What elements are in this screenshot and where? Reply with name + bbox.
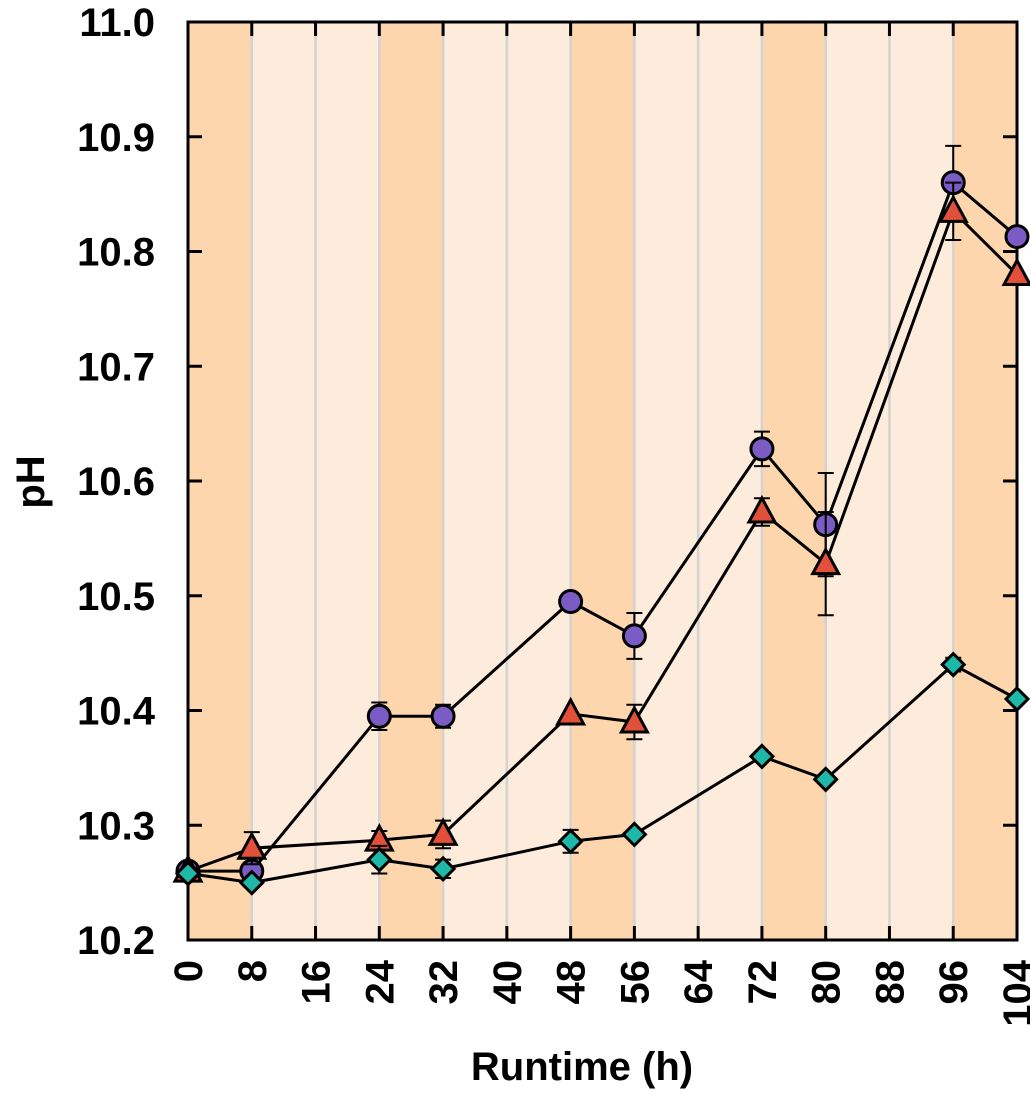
x-axis-title: Runtime (h)	[471, 1045, 693, 1089]
diamond-series-point	[1003, 685, 1030, 713]
circle-series-point	[1004, 224, 1030, 250]
triangle-series-point	[236, 831, 268, 860]
diamond-series-point	[621, 821, 648, 848]
x-tick-label: 88	[868, 960, 912, 1005]
triangle-series-point	[746, 494, 778, 524]
y-tick-label: 10.8	[77, 231, 155, 275]
x-tick-label: 80	[805, 960, 849, 1005]
triangle-series	[172, 181, 1030, 883]
circle-series-point	[749, 436, 775, 462]
diamond-series-point	[429, 855, 457, 882]
x-tick-label: 24	[358, 959, 402, 1004]
x-tick-label: 64	[677, 959, 721, 1004]
diamond-series-point	[238, 869, 265, 896]
triangle-series-point	[618, 704, 650, 734]
circle-series	[175, 144, 1030, 884]
y-tick-label: 10.5	[77, 575, 155, 619]
shaded-bands	[188, 22, 1017, 940]
y-axis-ticks: 10.2 10.3 10.4 10.5 10.6 10.7 10.8 10.9 11.0	[77, 1, 1017, 963]
x-tick-label: 56	[613, 960, 657, 1005]
y-axis-title: pH	[9, 455, 53, 508]
circle-series-line	[188, 180, 1018, 873]
x-tick-label: 72	[741, 960, 785, 1005]
x-tick-label: 40	[486, 960, 530, 1005]
triangle-series-point	[427, 817, 459, 846]
circle-series-point	[558, 588, 584, 614]
x-tick-label: 96	[932, 960, 976, 1005]
diamond-series-point	[366, 846, 393, 873]
series-layer	[172, 144, 1030, 896]
y-tick-label: 10.2	[77, 919, 155, 963]
y-tick-label: 10.3	[77, 804, 155, 848]
x-tick-label: 16	[295, 960, 339, 1005]
triangle-series-point	[810, 546, 842, 576]
x-tick-label: 8	[231, 960, 275, 982]
y-tick-label: 10.7	[77, 345, 155, 389]
x-axis-ticks: 0 8 16 24 32 40 48 56 64 72 80 88 96 104	[167, 22, 1030, 1027]
triangle-series-point	[555, 696, 587, 726]
shaded-band-6	[761, 22, 826, 940]
diamond-series-line	[187, 662, 1018, 885]
x-tick-label: 0	[167, 960, 211, 982]
shaded-band-4	[570, 22, 635, 940]
x-tick-label: 48	[550, 960, 594, 1005]
circle-series-point	[621, 623, 647, 649]
circle-series-point	[430, 703, 456, 729]
triangle-series-point	[1001, 257, 1030, 286]
diamond-series-point	[748, 743, 776, 770]
y-tick-label: 11.0	[79, 1, 155, 45]
diamond-series-point	[557, 828, 584, 855]
y-tick-label: 10.6	[77, 460, 155, 504]
diamond-series-point	[940, 651, 967, 678]
y-tick-label: 10.9	[77, 116, 155, 160]
diamond-series-point	[812, 766, 839, 793]
x-tick-label: 104	[996, 959, 1030, 1026]
vertical-gridlines	[250, 22, 955, 940]
shaded-band-2	[379, 22, 444, 940]
diamond-series-point	[174, 860, 202, 887]
triangle-series-point	[937, 194, 969, 223]
diamond-series	[174, 651, 1030, 896]
y-tick-label: 10.4	[77, 690, 156, 734]
x-tick-label: 32	[422, 960, 466, 1005]
circle-series-point	[366, 703, 392, 729]
triangle-series-line	[187, 208, 1019, 873]
